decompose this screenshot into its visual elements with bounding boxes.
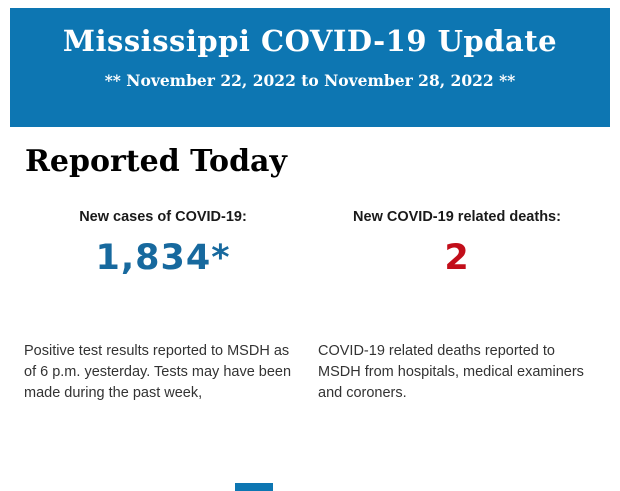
- stat-label-new-cases: New cases of COVID-19:: [79, 209, 247, 225]
- section-title: Reported Today: [25, 144, 287, 179]
- stat-value-new-cases: 1,834*: [95, 238, 231, 278]
- stat-description-new-deaths: COVID-19 related deaths reported to MSDH…: [318, 343, 584, 401]
- stat-new-cases: New cases of COVID-19: 1,834* Positive t…: [24, 209, 302, 404]
- page-title: Mississippi COVID-19 Update: [62, 24, 558, 58]
- next-section-top-edge: [235, 483, 273, 491]
- stat-description-new-cases: Positive test results reported to MSDH a…: [24, 343, 292, 401]
- stat-label-new-deaths: New COVID-19 related deaths:: [353, 209, 561, 225]
- stats-row: New cases of COVID-19: 1,834* Positive t…: [24, 209, 596, 404]
- main-content: Reported Today New cases of COVID-19: 1,…: [24, 144, 596, 404]
- stat-value-new-deaths: 2: [444, 238, 470, 278]
- page: Mississippi COVID-19 Update ** November …: [0, 8, 620, 491]
- date-range: ** November 22, 2022 to November 28, 202…: [104, 71, 516, 90]
- stat-new-deaths: New COVID-19 related deaths: 2 COVID-19 …: [318, 209, 596, 404]
- header-banner: Mississippi COVID-19 Update ** November …: [10, 8, 610, 127]
